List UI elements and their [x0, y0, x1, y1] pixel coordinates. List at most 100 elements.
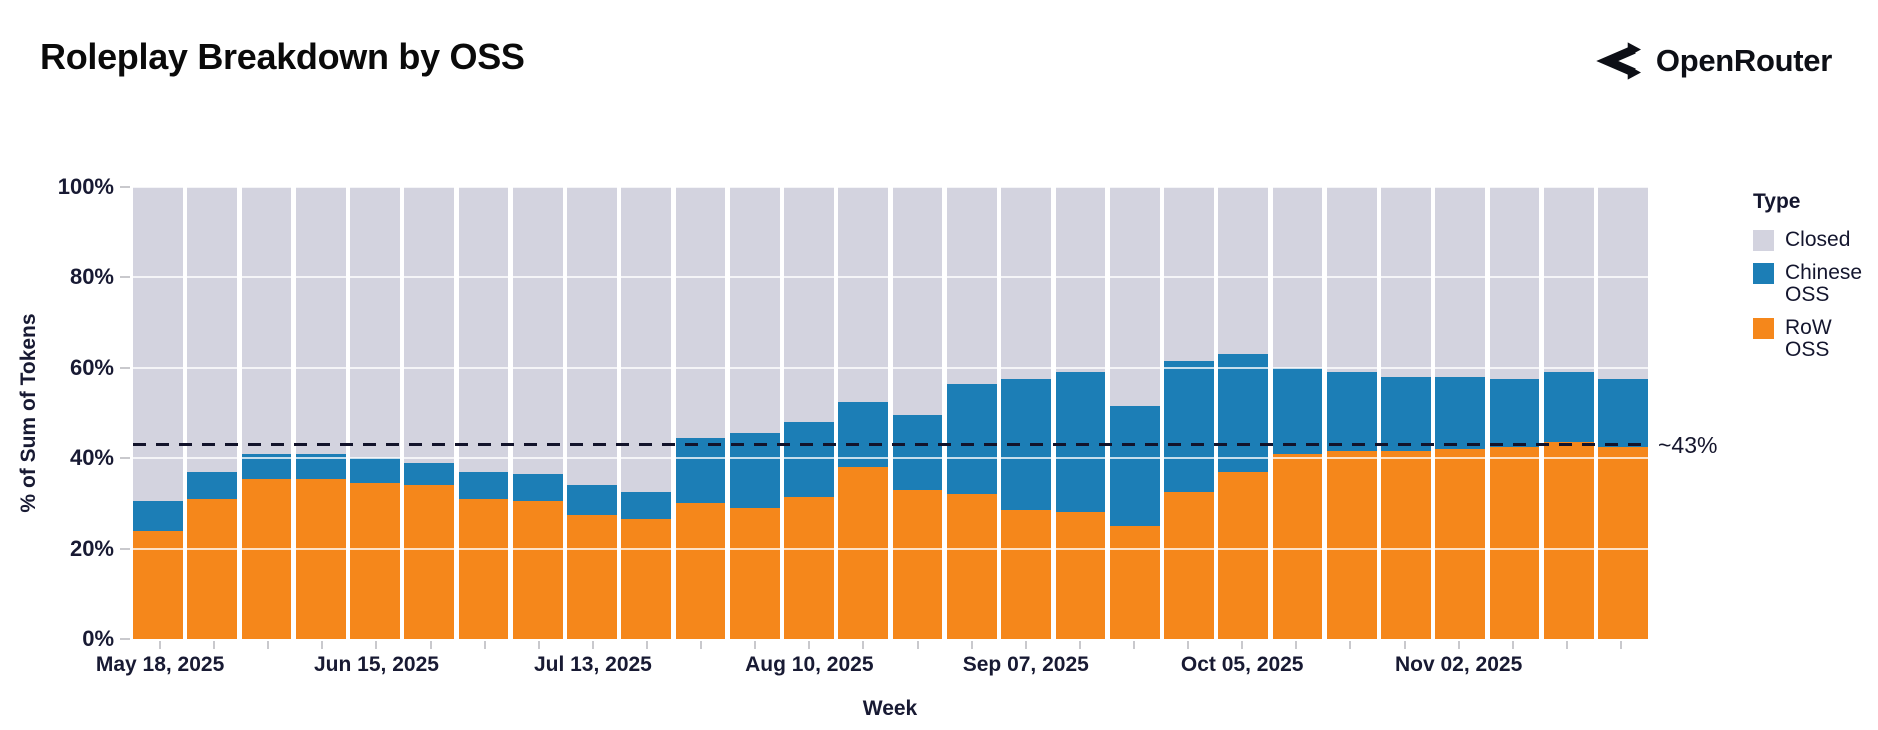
segment-chinese-oss: [784, 422, 834, 497]
segment-row-oss: [187, 498, 238, 639]
segment-closed: [567, 187, 617, 486]
segment-row-oss: [784, 496, 834, 639]
segment-chinese-oss: [512, 474, 563, 502]
legend-swatch-row-oss: [1753, 318, 1774, 340]
bar-week-jun-08-2025: [295, 187, 346, 639]
bar-week-nov-09-2025: [1489, 187, 1540, 639]
segment-chinese-oss: [838, 401, 889, 468]
x-tick-mark-7: [483, 641, 486, 649]
segment-closed: [1435, 187, 1486, 377]
x-tick-label-2: Jul 13, 2025: [533, 653, 652, 676]
x-tick-mark-17: [1024, 641, 1027, 649]
segment-closed: [1218, 187, 1269, 355]
x-tick-mark-25: [1457, 641, 1460, 649]
segment-chinese-oss: [1218, 354, 1269, 472]
segment-closed: [187, 187, 238, 472]
segment-closed: [1381, 187, 1431, 377]
bar-week-jul-20-2025: [621, 187, 672, 639]
x-tick-mark-22: [1295, 641, 1298, 649]
x-tick-mark-12: [754, 641, 757, 649]
bar-week-aug-17-2025: [838, 187, 889, 639]
segment-chinese-oss: [729, 433, 780, 508]
segment-row-oss: [729, 507, 780, 639]
bar-week-jun-29-2025: [458, 187, 509, 639]
x-tick-mark-28: [1619, 641, 1622, 649]
segment-closed: [350, 187, 400, 459]
bar-week-aug-03-2025: [729, 187, 780, 639]
segment-chinese-oss: [1055, 372, 1106, 513]
x-tick-mark-14: [862, 641, 865, 649]
segment-row-oss: [892, 489, 943, 639]
segment-row-oss: [1164, 492, 1214, 639]
x-tick-mark-8: [537, 641, 540, 649]
bar-week-nov-16-2025: [1543, 187, 1594, 639]
segment-chinese-oss: [133, 501, 183, 531]
segment-chinese-oss: [241, 453, 292, 479]
x-tick-mark-5: [375, 641, 378, 649]
x-tick-mark-2: [213, 641, 216, 649]
x-tick-label-4: Sep 07, 2025: [962, 653, 1089, 676]
segment-closed: [1598, 187, 1648, 380]
segment-chinese-oss: [1109, 406, 1160, 526]
legend-item-chinese-oss: Chinese OSS: [1753, 261, 1878, 307]
bar-week-aug-31-2025: [946, 187, 997, 639]
segment-chinese-oss: [1381, 376, 1431, 452]
x-tick-mark-19: [1132, 641, 1135, 649]
segment-row-oss: [404, 485, 455, 639]
legend-items: Closed Chinese OSS RoW OSS: [1753, 228, 1878, 361]
x-tick-label-0: May 18, 2025: [95, 653, 225, 676]
segment-chinese-oss: [892, 415, 943, 490]
x-tick-mark-23: [1349, 641, 1352, 649]
segment-row-oss: [1489, 446, 1540, 639]
bar-week-sep-14-2025: [1055, 187, 1106, 639]
segment-chinese-oss: [1435, 376, 1486, 450]
segment-closed: [1055, 187, 1106, 373]
segment-closed: [675, 187, 726, 438]
segment-closed: [295, 187, 346, 454]
segment-row-oss: [1543, 442, 1594, 639]
dashed-line-annotation: ~43%: [1658, 431, 1718, 458]
x-tick-mark-15: [916, 641, 919, 649]
y-axis: 0% 20% 40% 60% 80% 100%: [0, 174, 133, 651]
segment-chinese-oss: [946, 383, 997, 495]
bar-week-oct-12-2025: [1272, 187, 1323, 639]
bar-week-aug-24-2025: [892, 187, 943, 639]
bar-week-nov-02-2025: [1435, 187, 1486, 639]
segment-closed: [404, 187, 455, 463]
bar-week-oct-05-2025: [1218, 187, 1269, 639]
segment-closed: [1326, 187, 1377, 373]
y-tick-mark-80: [120, 276, 130, 279]
x-tick-mark-13: [808, 641, 811, 649]
segment-row-oss: [241, 478, 292, 639]
segment-chinese-oss: [1598, 379, 1648, 447]
y-tick-label-0: 0%: [82, 626, 114, 651]
x-axis-title: Week: [862, 697, 918, 720]
legend: Type Closed Chinese OSS RoW OSS: [1753, 190, 1878, 372]
segment-row-oss: [621, 519, 672, 639]
y-tick-label-80: 80%: [69, 264, 114, 290]
segment-closed: [1164, 187, 1214, 362]
bar-week-sep-07-2025: [1001, 187, 1052, 639]
segment-row-oss: [350, 483, 400, 639]
bar-week-oct-19-2025: [1326, 187, 1377, 639]
legend-swatch-chinese-oss: [1753, 263, 1774, 285]
x-tick-mark-18: [1078, 641, 1081, 649]
bar-week-may-18-2025: [133, 187, 183, 639]
legend-label: Chinese OSS: [1785, 261, 1863, 307]
legend-title: Type: [1753, 190, 1801, 213]
segment-chinese-oss: [404, 462, 455, 486]
x-tick-label-1: Jun 15, 2025: [314, 653, 439, 676]
segment-row-oss: [458, 498, 509, 639]
segment-closed: [1109, 187, 1160, 407]
segment-closed: [729, 187, 780, 434]
openrouter-logo-icon: [1595, 40, 1641, 82]
brand-name: OpenRouter: [1655, 43, 1832, 78]
segment-row-oss: [675, 503, 726, 639]
x-tick-mark-4: [321, 641, 324, 649]
x-tick-label-5: Oct 05, 2025: [1180, 653, 1304, 676]
segment-chinese-oss: [350, 458, 400, 484]
segment-closed: [512, 187, 563, 475]
x-tick-mark-16: [970, 641, 973, 649]
bar-week-sep-21-2025: [1109, 187, 1160, 639]
x-tick-mark-26: [1511, 641, 1514, 649]
